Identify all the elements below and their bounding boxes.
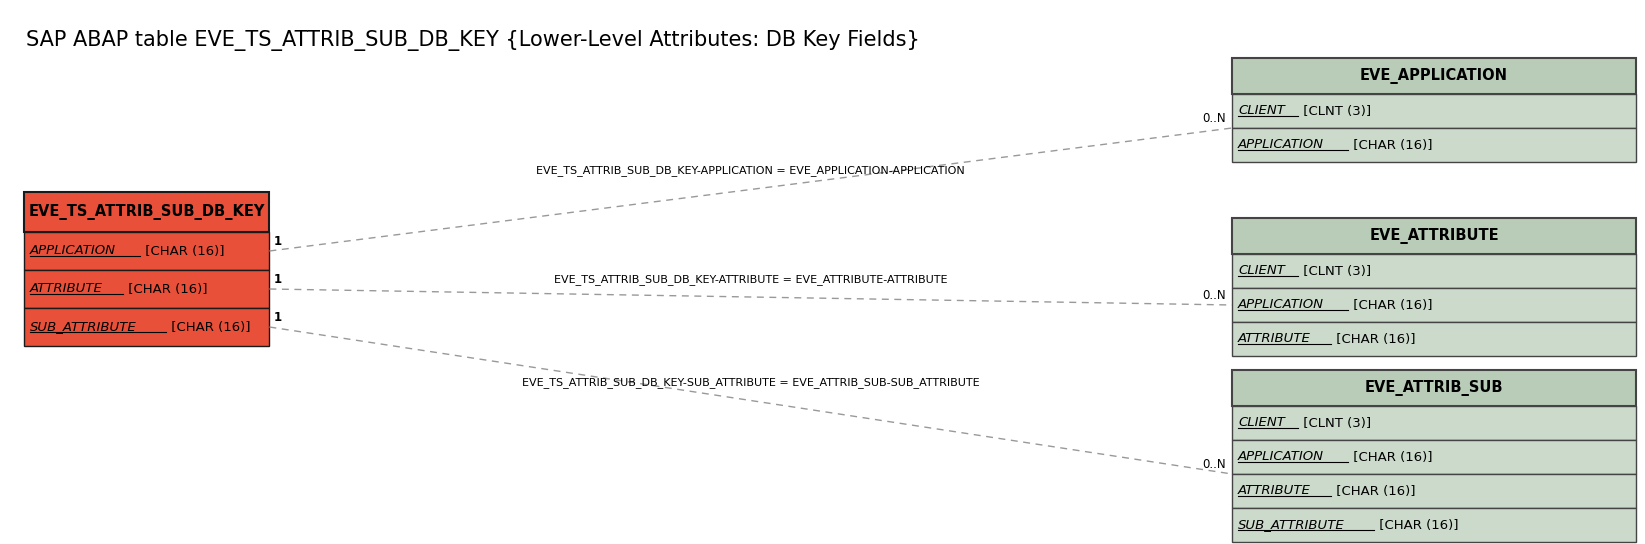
Text: EVE_APPLICATION: EVE_APPLICATION	[1360, 68, 1508, 84]
Text: APPLICATION: APPLICATION	[1239, 450, 1324, 463]
Text: [CHAR (16)]: [CHAR (16)]	[1332, 485, 1416, 498]
Bar	[1232, 94, 1637, 128]
Text: [CHAR (16)]: [CHAR (16)]	[140, 244, 224, 257]
Text: EVE_ATTRIB_SUB: EVE_ATTRIB_SUB	[1365, 380, 1504, 396]
Bar	[1232, 440, 1637, 474]
Bar	[1232, 58, 1637, 94]
Text: ATTRIBUTE: ATTRIBUTE	[30, 282, 102, 295]
Text: SAP ABAP table EVE_TS_ATTRIB_SUB_DB_KEY {Lower-Level Attributes: DB Key Fields}: SAP ABAP table EVE_TS_ATTRIB_SUB_DB_KEY …	[26, 30, 920, 51]
Text: [CLNT (3)]: [CLNT (3)]	[1300, 417, 1370, 430]
Text: CLIENT: CLIENT	[1239, 264, 1285, 277]
Text: APPLICATION: APPLICATION	[1239, 299, 1324, 312]
Text: SUB_ATTRIBUTE: SUB_ATTRIBUTE	[30, 320, 137, 333]
Text: [CHAR (16)]: [CHAR (16)]	[1349, 139, 1433, 151]
Text: EVE_TS_ATTRIB_SUB_DB_KEY-SUB_ATTRIBUTE = EVE_ATTRIB_SUB-SUB_ATTRIBUTE: EVE_TS_ATTRIB_SUB_DB_KEY-SUB_ATTRIBUTE =…	[521, 378, 979, 388]
Text: 0..N: 0..N	[1202, 112, 1226, 125]
Text: EVE_TS_ATTRIB_SUB_DB_KEY-APPLICATION = EVE_APPLICATION-APPLICATION: EVE_TS_ATTRIB_SUB_DB_KEY-APPLICATION = E…	[536, 165, 966, 176]
Bar	[1232, 370, 1637, 406]
Bar	[1232, 322, 1637, 356]
Text: ATTRIBUTE: ATTRIBUTE	[1239, 485, 1311, 498]
Bar	[1232, 218, 1637, 254]
Bar	[23, 232, 270, 270]
Text: 0..N: 0..N	[1202, 458, 1226, 471]
Bar	[1232, 474, 1637, 508]
Text: 1: 1	[273, 273, 281, 286]
Bar	[23, 192, 270, 232]
Text: APPLICATION: APPLICATION	[1239, 139, 1324, 151]
Text: ATTRIBUTE: ATTRIBUTE	[1239, 332, 1311, 345]
Text: CLIENT: CLIENT	[1239, 104, 1285, 118]
Text: 1: 1	[273, 235, 281, 248]
Text: [CLNT (3)]: [CLNT (3)]	[1300, 104, 1370, 118]
Text: EVE_TS_ATTRIB_SUB_DB_KEY-ATTRIBUTE = EVE_ATTRIBUTE-ATTRIBUTE: EVE_TS_ATTRIB_SUB_DB_KEY-ATTRIBUTE = EVE…	[554, 274, 948, 285]
Text: [CLNT (3)]: [CLNT (3)]	[1300, 264, 1370, 277]
Text: EVE_TS_ATTRIB_SUB_DB_KEY: EVE_TS_ATTRIB_SUB_DB_KEY	[28, 204, 265, 220]
Text: [CHAR (16)]: [CHAR (16)]	[1332, 332, 1416, 345]
Text: SUB_ATTRIBUTE: SUB_ATTRIBUTE	[1239, 518, 1344, 531]
Text: [CHAR (16)]: [CHAR (16)]	[123, 282, 207, 295]
Bar	[1232, 406, 1637, 440]
Text: 0..N: 0..N	[1202, 289, 1226, 302]
Text: EVE_ATTRIBUTE: EVE_ATTRIBUTE	[1369, 228, 1499, 244]
Text: CLIENT: CLIENT	[1239, 417, 1285, 430]
Bar	[23, 308, 270, 346]
Bar	[1232, 288, 1637, 322]
Text: [CHAR (16)]: [CHAR (16)]	[1349, 299, 1433, 312]
Text: [CHAR (16)]: [CHAR (16)]	[1349, 450, 1433, 463]
Text: APPLICATION: APPLICATION	[30, 244, 115, 257]
Text: 1: 1	[273, 311, 281, 324]
Text: [CHAR (16)]: [CHAR (16)]	[168, 320, 250, 333]
Text: [CHAR (16)]: [CHAR (16)]	[1375, 518, 1459, 531]
Bar	[23, 270, 270, 308]
Bar	[1232, 254, 1637, 288]
Bar	[1232, 128, 1637, 162]
Bar	[1232, 508, 1637, 542]
